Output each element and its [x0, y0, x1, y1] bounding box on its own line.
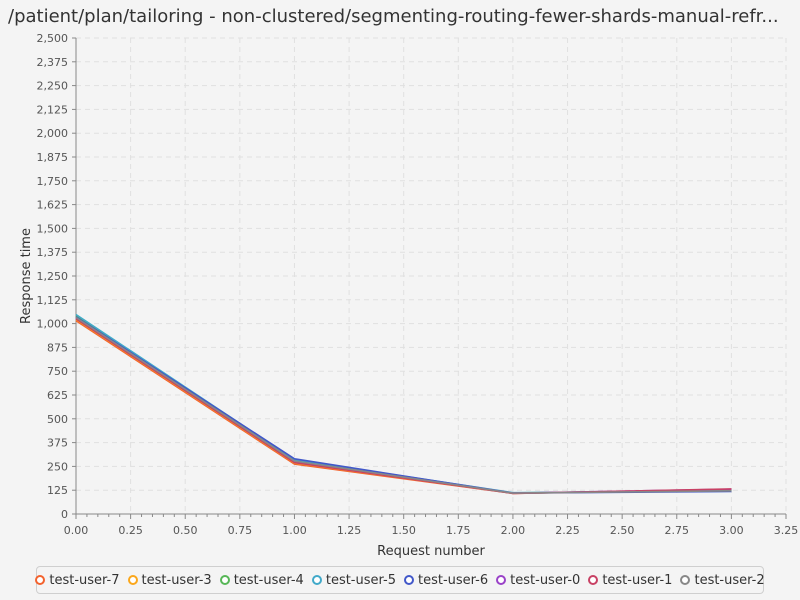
y-tick-label: 2,500 [37, 32, 69, 45]
y-tick-label: 500 [47, 413, 68, 426]
x-tick-label: 0.25 [118, 524, 143, 537]
legend-item[interactable]: test-user-0 [496, 573, 580, 588]
legend-label: test-user-0 [510, 572, 581, 588]
y-tick-label: 2,375 [37, 56, 69, 69]
x-tick-label: 3.25 [774, 524, 799, 537]
legend-marker-icon [404, 575, 414, 585]
legend-item[interactable]: test-user-7 [35, 572, 120, 588]
legend-label: test-user-7 [49, 572, 120, 588]
x-tick-label: 2.25 [555, 524, 580, 537]
legend-marker-icon [311, 575, 322, 585]
x-tick-label: 3.00 [719, 524, 744, 537]
y-tick-label: 1,250 [37, 270, 69, 283]
x-tick-label: 1.50 [391, 524, 416, 537]
y-tick-label: 1,000 [37, 318, 69, 331]
legend-marker-icon [219, 575, 230, 585]
series-line-test-user-2 [75, 316, 732, 494]
grid [75, 37, 787, 515]
y-tick-label: 1,500 [37, 222, 69, 235]
x-tick-label: 0.50 [173, 524, 198, 537]
y-tick-label: 1,625 [37, 199, 69, 212]
x-tick-label: 2.75 [665, 524, 690, 537]
legend-marker-icon [127, 575, 138, 585]
legend-marker-icon [496, 575, 507, 585]
y-tick-label: 125 [47, 484, 68, 497]
chart-title: /patient/plan/tailoring - non-clustered/… [8, 6, 779, 27]
y-tick-label: 875 [47, 341, 68, 354]
x-tick-label: 0.75 [228, 524, 253, 537]
y-tick-label: 1,750 [37, 175, 69, 188]
y-tick-label: 250 [47, 460, 68, 473]
x-tick-label: 2.00 [501, 524, 526, 537]
legend-label: test-user-6 [418, 572, 489, 588]
x-tick-label: 1.75 [446, 524, 471, 537]
y-tick-label: 0 [61, 508, 68, 521]
legend-label: test-user-2 [694, 572, 765, 588]
x-tick-label: 0.00 [64, 524, 89, 537]
legend-item[interactable]: test-user-1 [588, 573, 672, 588]
legend-item[interactable]: test-user-3 [127, 572, 212, 588]
legend-item[interactable]: test-user-6 [404, 573, 488, 588]
y-tick-label: 1,125 [37, 294, 69, 307]
y-tick-label: 375 [47, 437, 68, 450]
y-tick-label: 2,000 [37, 127, 69, 140]
chart-legend: test-user-7 test-user-3 test-user-4 test-us… [35, 566, 765, 594]
line-chart: 0 125 250 375 500 625 750 875 1,000 1,125 1,250 1,3… [19, 32, 799, 559]
y-axis-title: Response time [19, 228, 34, 324]
axes: 0 125 250 375 500 625 750 875 1,000 1,125 1,250 1,3… [37, 32, 799, 537]
legend-label: test-user-5 [325, 572, 396, 588]
x-tick-label: 2.50 [610, 524, 635, 537]
legend-label: test-user-1 [602, 572, 673, 588]
legend-marker-icon [588, 575, 599, 585]
x-tick-label: 1.00 [282, 524, 307, 537]
legend-item[interactable]: test-user-4 [219, 572, 304, 588]
y-tick-label: 625 [47, 389, 68, 402]
legend-marker-icon [680, 575, 691, 585]
y-tick-label: 2,125 [37, 103, 69, 116]
legend-item[interactable]: test-user-5 [311, 572, 396, 588]
legend-label: test-user-3 [141, 572, 212, 588]
legend-item[interactable]: test-user-2 [680, 572, 765, 588]
y-tick-label: 2,250 [37, 80, 69, 93]
y-tick-label: 750 [47, 365, 68, 378]
series-group [75, 313, 732, 495]
x-axis-title: Request number [377, 544, 485, 559]
legend-label: test-user-4 [233, 572, 304, 588]
legend-marker-icon [35, 575, 46, 585]
y-tick-label: 1,375 [37, 246, 69, 259]
y-tick-label: 1,875 [37, 151, 69, 164]
x-tick-label: 1.25 [337, 524, 362, 537]
